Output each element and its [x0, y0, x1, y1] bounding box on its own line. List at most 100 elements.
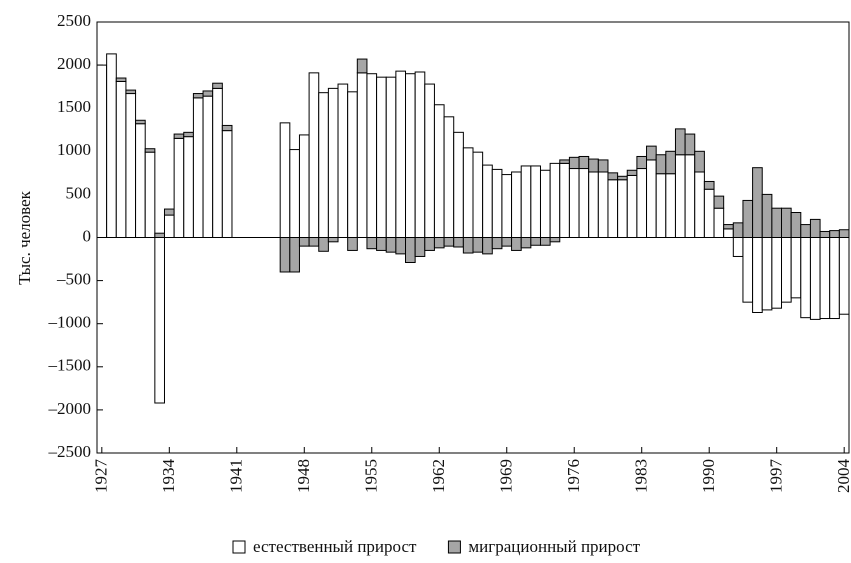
bar-migration — [617, 175, 628, 181]
bar-natural — [703, 188, 715, 238]
bar-natural — [655, 173, 667, 239]
bar-migration — [443, 237, 455, 247]
bar-migration — [125, 89, 137, 95]
bar-natural — [539, 169, 551, 239]
bar-natural — [202, 95, 214, 238]
bar-migration — [376, 237, 387, 251]
bar-natural — [752, 237, 763, 313]
bar-natural — [163, 214, 175, 238]
bar-natural — [646, 159, 657, 238]
bar-migration — [212, 82, 223, 89]
bar-natural — [588, 171, 599, 239]
bar-natural — [491, 168, 503, 238]
bar-migration — [202, 90, 214, 97]
y-tick-label: 1000 — [57, 140, 91, 159]
bar-migration — [491, 237, 503, 250]
bar-natural — [482, 164, 493, 238]
bar-migration — [829, 230, 840, 239]
bar-natural — [684, 154, 696, 238]
x-tick-label: 1983 — [632, 459, 651, 493]
bar-migration — [694, 150, 705, 173]
bar-natural — [453, 131, 464, 238]
bar-migration — [809, 218, 821, 238]
x-tick-label: 1927 — [92, 459, 111, 494]
bar-migration — [501, 237, 513, 247]
bar-natural — [212, 87, 223, 239]
bar-natural — [665, 173, 676, 239]
legend-label: миграционный прирост — [468, 537, 640, 556]
bar-natural — [713, 207, 725, 239]
bar-natural — [472, 151, 484, 238]
bar-migration — [414, 237, 426, 257]
bar-migration — [520, 237, 532, 249]
plot-frame — [96, 21, 850, 454]
y-tick-label: –1500 — [48, 356, 92, 375]
bar-natural — [279, 122, 291, 238]
bar-migration — [723, 224, 734, 230]
bar-natural — [376, 76, 387, 238]
bar-natural — [366, 73, 378, 238]
bar-natural — [308, 72, 320, 238]
bar-migration — [568, 156, 580, 170]
bar-migration — [453, 237, 464, 248]
bar-migration — [192, 93, 204, 99]
bar-migration — [713, 195, 725, 209]
x-tick-label: 1962 — [429, 459, 448, 493]
bar-migration — [144, 148, 156, 153]
bar-natural — [809, 237, 821, 320]
bar-natural — [298, 134, 310, 238]
bar-migration — [424, 237, 435, 251]
bar-natural — [125, 93, 137, 238]
x-tick-label: 1948 — [294, 459, 313, 493]
y-tick-label: 2000 — [57, 54, 91, 73]
bar-migration — [559, 159, 570, 164]
bar-natural — [221, 130, 233, 238]
x-tick-label: 1955 — [362, 459, 381, 493]
y-tick-label: –500 — [56, 270, 91, 289]
y-tick-label: –1000 — [48, 313, 92, 332]
bar-migration — [289, 237, 300, 273]
bar-migration — [646, 145, 657, 161]
bar-migration — [539, 237, 551, 246]
bar-natural — [433, 104, 445, 238]
bar-migration — [578, 155, 590, 170]
bar-migration — [279, 237, 291, 273]
x-tick-label: 2004 — [834, 459, 851, 494]
bar-natural — [790, 237, 802, 299]
legend-label: естественный прирост — [253, 537, 417, 556]
bar-migration — [597, 159, 609, 173]
bar-natural — [617, 179, 628, 239]
bar-migration — [549, 237, 561, 243]
bar-migration — [665, 150, 676, 175]
bar-natural — [732, 237, 744, 257]
bar-natural — [462, 147, 474, 239]
y-axis-label: Тыс. человек — [15, 190, 34, 285]
bar-natural — [530, 165, 541, 238]
bar-migration — [732, 222, 744, 238]
bar-migration — [135, 119, 146, 125]
bar-natural — [781, 237, 792, 303]
bar-natural — [414, 71, 426, 238]
bar-migration — [781, 207, 792, 239]
bar-migration — [366, 237, 378, 250]
bar-natural — [115, 80, 127, 238]
bar-natural — [173, 137, 185, 238]
bar-natural — [356, 72, 368, 238]
y-tick-label: 500 — [66, 183, 92, 202]
bar-migration — [684, 133, 696, 156]
bar-natural — [327, 87, 339, 239]
x-tick-label: 1934 — [159, 459, 178, 494]
bar-natural — [405, 73, 416, 238]
bar-natural — [597, 171, 609, 239]
bar-migration — [800, 224, 811, 239]
bar-natural — [829, 237, 840, 320]
bar-natural — [819, 237, 831, 320]
bar-natural — [96, 64, 108, 238]
bar-migration — [395, 237, 407, 255]
bar-natural — [289, 149, 300, 239]
y-tick-label: 2500 — [57, 11, 91, 30]
bar-migration — [655, 154, 667, 175]
bar-migration — [433, 237, 445, 249]
bar-migration — [163, 208, 175, 216]
bar-natural — [578, 168, 590, 238]
